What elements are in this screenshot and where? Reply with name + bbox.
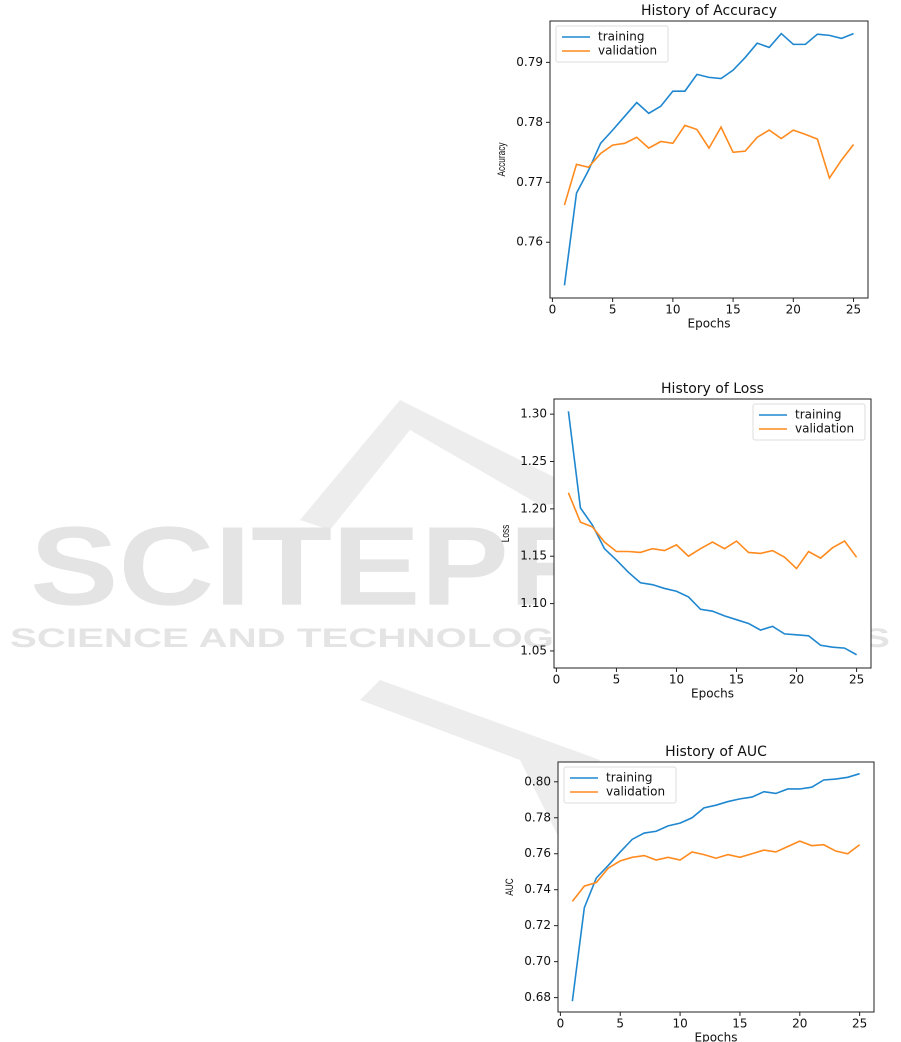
y-tick-label: 0.79 [516, 55, 543, 69]
y-tick-label: 0.80 [524, 774, 551, 788]
y-tick-label: 0.72 [524, 918, 551, 932]
line-series [571, 840, 861, 902]
x-tick-label: 5 [616, 1017, 624, 1031]
plot-area [553, 398, 872, 669]
chart: History of Loss Epochs Loss 0 5 10 15 20 25 1.05 1… [500, 381, 872, 701]
x-tick-label: 25 [852, 1017, 867, 1031]
chart-title: History of Accuracy [641, 3, 777, 19]
y-tick-label: 0.76 [524, 846, 551, 860]
plot-area [557, 761, 875, 1013]
y-axis-label: AUC [504, 878, 516, 895]
y-tick-label: 0.76 [516, 235, 543, 249]
legend-box [752, 403, 866, 441]
y-tick-label: 1.25 [520, 454, 547, 468]
legend-label: training [606, 771, 653, 785]
y-tick-label: 1.05 [520, 643, 547, 657]
y-tick-label: 0.78 [524, 810, 551, 824]
y-axis-label: Loss [500, 525, 512, 543]
x-tick-label: 25 [846, 303, 861, 317]
chart-title: History of Loss [661, 381, 764, 397]
y-tick-label: 1.30 [520, 407, 547, 421]
legend-box [555, 25, 669, 63]
legend-box [563, 766, 677, 804]
y-tick-label: 1.10 [520, 596, 547, 610]
x-tick-label: 5 [613, 673, 621, 687]
x-tick-label: 25 [849, 673, 864, 687]
legend-label: training [598, 30, 645, 44]
y-tick-label: 1.20 [520, 501, 547, 515]
x-tick-label: 15 [725, 303, 740, 317]
line-series [567, 492, 858, 570]
y-tick-label: 0.74 [524, 882, 551, 896]
x-tick-label: 0 [549, 303, 557, 317]
plot-area [549, 20, 869, 299]
x-tick-label: 20 [786, 303, 801, 317]
x-tick-label: 0 [553, 673, 561, 687]
y-tick-label: 0.70 [524, 954, 551, 968]
x-axis-label: Epochs [691, 687, 734, 701]
x-axis-label: Epochs [695, 1031, 738, 1042]
x-tick-label: 10 [665, 303, 680, 317]
y-tick-label: 0.68 [524, 990, 551, 1004]
chart-title: History of AUC [665, 744, 767, 760]
x-tick-label: 15 [732, 1017, 747, 1031]
y-tick-label: 0.77 [516, 175, 543, 189]
line-series [571, 772, 860, 1002]
legend-label: validation [795, 422, 854, 436]
x-tick-label: 20 [792, 1017, 807, 1031]
x-tick-label: 20 [789, 673, 804, 687]
y-axis-label: Accuracy [496, 142, 508, 176]
y-tick-label: 0.78 [516, 115, 543, 129]
x-tick-label: 0 [557, 1017, 565, 1031]
chart: History of AUC Epochs AUC 0 5 10 15 20 25 0.68 0.7… [504, 744, 875, 1042]
legend-label: training [795, 408, 842, 422]
line-series [563, 32, 854, 286]
x-tick-label: 10 [669, 673, 684, 687]
line-series [563, 124, 855, 206]
y-tick-label: 1.15 [520, 549, 547, 563]
chart: History of Accuracy Epochs Accuracy 0 5 10 15 2… [496, 3, 869, 331]
legend-label: validation [598, 44, 657, 58]
line-series [567, 411, 857, 656]
x-tick-label: 15 [729, 673, 744, 687]
legend-label: validation [606, 785, 665, 799]
x-axis-label: Epochs [688, 317, 731, 331]
x-tick-label: 5 [609, 303, 617, 317]
x-tick-label: 10 [672, 1017, 687, 1031]
